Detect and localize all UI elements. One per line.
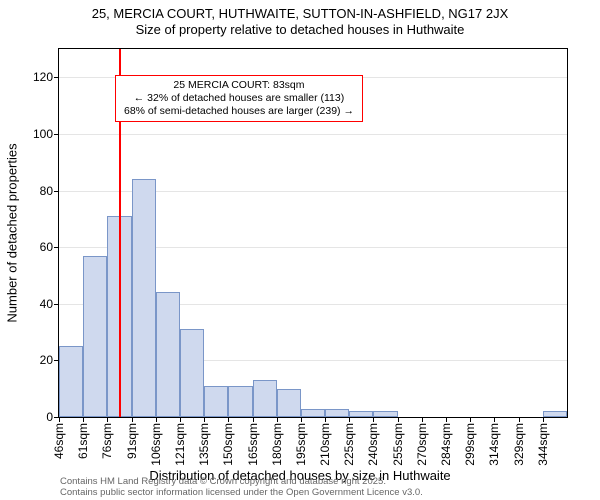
x-tick-label: 180sqm bbox=[270, 423, 284, 466]
x-tick-label: 76sqm bbox=[100, 423, 114, 459]
histogram-bar bbox=[253, 380, 277, 417]
x-tick-mark bbox=[301, 417, 302, 422]
x-tick-mark bbox=[204, 417, 205, 422]
x-tick-mark bbox=[325, 417, 326, 422]
y-tick-label: 100 bbox=[33, 127, 53, 141]
x-tick-mark bbox=[180, 417, 181, 422]
y-tick-label: 40 bbox=[40, 297, 53, 311]
histogram-bar bbox=[83, 256, 107, 417]
y-tick-label: 120 bbox=[33, 70, 53, 84]
x-tick-label: 344sqm bbox=[536, 423, 550, 466]
annotation-line: 68% of semi-detached houses are larger (… bbox=[124, 105, 354, 118]
x-tick-label: 135sqm bbox=[197, 423, 211, 466]
x-tick-mark bbox=[470, 417, 471, 422]
x-tick-mark bbox=[107, 417, 108, 422]
histogram-bar bbox=[301, 409, 325, 417]
y-tick-mark bbox=[54, 247, 59, 248]
x-tick-label: 240sqm bbox=[366, 423, 380, 466]
x-tick-label: 210sqm bbox=[318, 423, 332, 466]
footnote-line-2: Contains public sector information licen… bbox=[60, 488, 423, 498]
y-tick-label: 20 bbox=[40, 353, 53, 367]
x-tick-mark bbox=[543, 417, 544, 422]
x-tick-label: 270sqm bbox=[415, 423, 429, 466]
x-tick-label: 106sqm bbox=[149, 423, 163, 466]
y-tick-mark bbox=[54, 191, 59, 192]
title-line-2: Size of property relative to detached ho… bbox=[0, 22, 600, 38]
histogram-bar bbox=[204, 386, 228, 417]
x-tick-mark bbox=[132, 417, 133, 422]
x-tick-mark bbox=[446, 417, 447, 422]
x-tick-label: 121sqm bbox=[173, 423, 187, 466]
histogram-bar bbox=[156, 292, 180, 417]
chart-plot-area: 02040608010012046sqm61sqm76sqm91sqm106sq… bbox=[58, 48, 568, 418]
x-tick-label: 299sqm bbox=[463, 423, 477, 466]
footnote: Contains HM Land Registry data © Crown c… bbox=[60, 477, 423, 498]
x-tick-label: 255sqm bbox=[391, 423, 405, 466]
x-tick-mark bbox=[373, 417, 374, 422]
annotation-line: 25 MERCIA COURT: 83sqm bbox=[124, 79, 354, 92]
y-axis-label: Number of detached properties bbox=[5, 143, 20, 322]
x-tick-mark bbox=[349, 417, 350, 422]
x-tick-mark bbox=[156, 417, 157, 422]
x-tick-label: 284sqm bbox=[439, 423, 453, 466]
x-tick-label: 329sqm bbox=[512, 423, 526, 466]
histogram-bar bbox=[277, 389, 301, 417]
histogram-bar bbox=[543, 411, 567, 417]
x-tick-label: 314sqm bbox=[487, 423, 501, 466]
chart-title: 25, MERCIA COURT, HUTHWAITE, SUTTON-IN-A… bbox=[0, 6, 600, 39]
histogram-bar bbox=[132, 179, 156, 417]
x-tick-label: 225sqm bbox=[342, 423, 356, 466]
y-tick-mark bbox=[54, 77, 59, 78]
x-tick-mark bbox=[59, 417, 60, 422]
x-tick-label: 150sqm bbox=[221, 423, 235, 466]
histogram-bar bbox=[349, 411, 373, 417]
title-line-1: 25, MERCIA COURT, HUTHWAITE, SUTTON-IN-A… bbox=[0, 6, 600, 22]
x-tick-mark bbox=[253, 417, 254, 422]
x-tick-mark bbox=[519, 417, 520, 422]
annotation-line: ← 32% of detached houses are smaller (11… bbox=[124, 92, 354, 105]
y-tick-mark bbox=[54, 134, 59, 135]
x-tick-mark bbox=[228, 417, 229, 422]
x-tick-label: 46sqm bbox=[52, 423, 66, 459]
x-tick-label: 61sqm bbox=[76, 423, 90, 459]
x-tick-mark bbox=[494, 417, 495, 422]
annotation-box: 25 MERCIA COURT: 83sqm← 32% of detached … bbox=[115, 75, 363, 122]
x-tick-mark bbox=[277, 417, 278, 422]
y-tick-label: 80 bbox=[40, 184, 53, 198]
histogram-bar bbox=[373, 411, 397, 417]
y-tick-mark bbox=[54, 304, 59, 305]
footnote-line-1: Contains HM Land Registry data © Crown c… bbox=[60, 477, 423, 487]
histogram-bar bbox=[325, 409, 349, 417]
x-tick-mark bbox=[422, 417, 423, 422]
gridline bbox=[59, 134, 567, 135]
x-tick-mark bbox=[83, 417, 84, 422]
histogram-bar bbox=[180, 329, 204, 417]
x-tick-label: 165sqm bbox=[246, 423, 260, 466]
histogram-bar bbox=[59, 346, 83, 417]
histogram-bar bbox=[228, 386, 252, 417]
x-tick-label: 91sqm bbox=[125, 423, 139, 459]
x-tick-mark bbox=[398, 417, 399, 422]
y-tick-label: 0 bbox=[46, 410, 53, 424]
y-tick-label: 60 bbox=[40, 240, 53, 254]
x-tick-label: 195sqm bbox=[294, 423, 308, 466]
